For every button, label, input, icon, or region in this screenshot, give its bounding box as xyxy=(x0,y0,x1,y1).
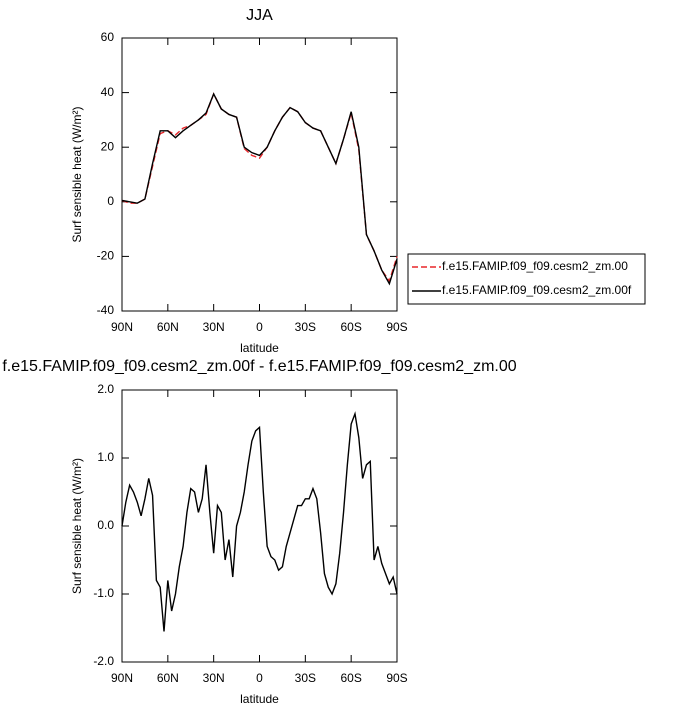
x-tick-label: 60N xyxy=(157,671,179,685)
x-tick-label: 0 xyxy=(256,320,263,334)
y-tick-label: 0 xyxy=(107,194,114,208)
x-tick-label: 60S xyxy=(340,320,361,334)
data-line xyxy=(121,411,398,632)
y-tick-label: -2.0 xyxy=(93,654,114,668)
y-tick-label: -1.0 xyxy=(93,586,114,600)
legend-label: f.e15.FAMIP.f09_f09.cesm2_zm.00 xyxy=(442,259,628,273)
y-tick-label: 20 xyxy=(101,139,115,153)
x-tick-label: 0 xyxy=(256,671,263,685)
x-tick-label: 30N xyxy=(203,320,225,334)
y-tick-label: 2.0 xyxy=(97,382,114,396)
chart-title: f.e15.FAMIP.f09_f09.cesm2_zm.00f - f.e15… xyxy=(2,358,516,375)
y-tick-label: 60 xyxy=(101,30,115,44)
y-tick-label: 0.0 xyxy=(97,518,114,532)
x-tick-label: 90S xyxy=(386,320,407,334)
y-tick-label: 40 xyxy=(101,85,115,99)
y-tick-label: -40 xyxy=(97,303,115,317)
y-axis-label: Surf sensible heat (W/m²) xyxy=(70,106,84,242)
x-tick-label: 90S xyxy=(386,671,407,685)
data-line xyxy=(121,92,398,286)
x-tick-label: 90N xyxy=(111,320,133,334)
x-tick-label: 30S xyxy=(295,671,316,685)
plot-frame xyxy=(121,37,398,312)
data-line xyxy=(121,92,398,283)
x-tick-label: 30S xyxy=(295,320,316,334)
y-tick-label: -20 xyxy=(97,249,115,263)
legend-box xyxy=(407,253,646,305)
x-tick-label: 60N xyxy=(157,320,179,334)
x-axis-label: latitude xyxy=(240,692,279,706)
x-tick-label: 90N xyxy=(111,671,133,685)
y-tick-label: 1.0 xyxy=(97,450,114,464)
y-axis-label: Surf sensible heat (W/m²) xyxy=(70,458,84,594)
x-tick-label: 60S xyxy=(340,671,361,685)
chart-title: JJA xyxy=(246,7,273,24)
legend-label: f.e15.FAMIP.f09_f09.cesm2_zm.00f xyxy=(442,283,632,297)
x-axis-label: latitude xyxy=(240,341,279,355)
x-tick-label: 30N xyxy=(203,671,225,685)
